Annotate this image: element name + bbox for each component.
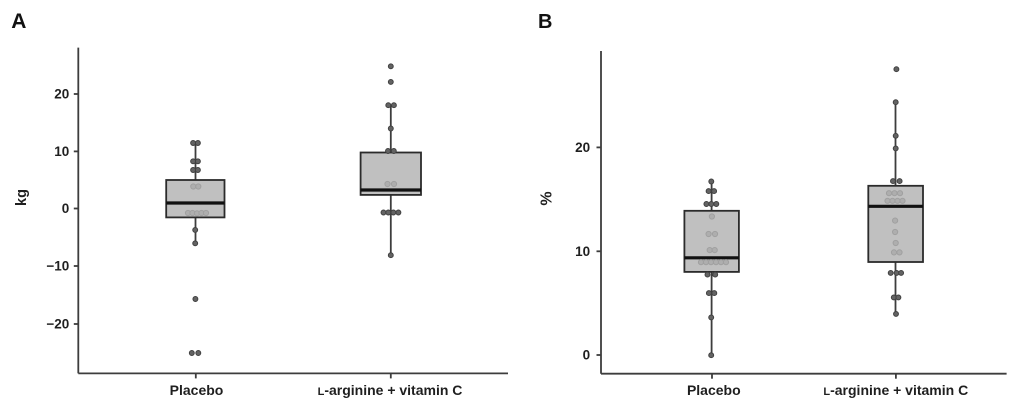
svg-text:−20: −20 <box>46 317 69 332</box>
svg-text:Placebo: Placebo <box>170 382 224 398</box>
svg-text:10: 10 <box>54 144 69 159</box>
svg-text:10: 10 <box>575 244 590 259</box>
svg-text:A: A <box>11 10 26 33</box>
svg-text:L-arginine + vitamin C: L-arginine + vitamin C <box>318 382 463 398</box>
svg-text:kg: kg <box>14 189 30 206</box>
svg-text:0: 0 <box>62 201 70 216</box>
svg-text:%: % <box>539 191 556 205</box>
svg-text:20: 20 <box>54 87 69 102</box>
svg-text:−10: −10 <box>46 259 69 274</box>
svg-text:0: 0 <box>583 348 591 363</box>
svg-text:Placebo: Placebo <box>687 382 741 398</box>
svg-text:20: 20 <box>575 140 590 155</box>
svg-text:B: B <box>538 11 552 33</box>
svg-text:L-arginine + vitamin C: L-arginine + vitamin C <box>823 382 968 398</box>
